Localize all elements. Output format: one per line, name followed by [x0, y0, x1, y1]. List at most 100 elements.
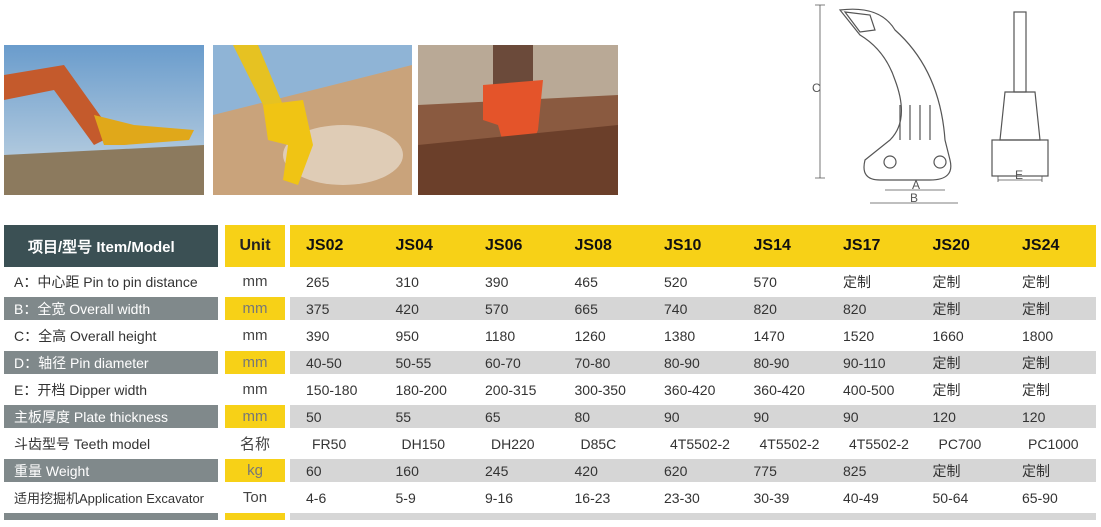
row-value: 定制 [932, 273, 961, 290]
row-value: 4-6 [306, 489, 327, 506]
row-value: 310 [395, 273, 419, 290]
row-value: 定制 [1022, 462, 1050, 479]
row-value: PC1000 [1028, 435, 1079, 452]
row-value: 1380 [664, 327, 696, 344]
row-value: 360-420 [753, 381, 805, 398]
row-value: 定制 [932, 300, 961, 317]
row-value: 定制 [932, 381, 961, 398]
row-value: 360-420 [664, 381, 716, 398]
row-unit: mm [242, 327, 268, 344]
row-value: 60-70 [485, 354, 521, 371]
row-value: 400-500 [843, 381, 895, 398]
bottom-strip [225, 513, 285, 520]
row-label: C：全高 Overall height [14, 327, 157, 344]
row-label: E：开档 Dipper width [14, 381, 148, 398]
row-value: 820 [843, 300, 867, 317]
row-value: 50 [306, 408, 322, 425]
row-value: 定制 [932, 354, 961, 371]
row-unit: Ton [242, 489, 268, 506]
row-value: 300-350 [574, 381, 626, 398]
row-value: 180-200 [395, 381, 447, 398]
photo-ripper-1 [4, 45, 204, 195]
row-label: A：中心距 Pin to pin distance [14, 273, 198, 290]
row-value: 570 [485, 300, 509, 317]
row-value: 80-90 [664, 354, 700, 371]
row-value: 50-55 [395, 354, 432, 371]
row-unit: kg [225, 459, 285, 482]
photo-ripper-2 [213, 45, 412, 195]
header-model: JS10 [664, 237, 702, 254]
row-value: 定制 [1022, 354, 1050, 371]
row-value: 570 [753, 273, 777, 290]
diagram-label: A [912, 178, 920, 192]
row-value: 定制 [932, 462, 961, 479]
row-value: FR50 [312, 435, 347, 452]
row-label: 斗齿型号 Teeth model [14, 435, 151, 452]
row-unit: 名称 [239, 436, 270, 453]
row-value: PC700 [938, 435, 982, 452]
header-model: JS08 [574, 237, 612, 254]
diagram-label: E [1015, 168, 1023, 182]
header-model: JS14 [753, 237, 791, 254]
row-value: 定制 [843, 273, 871, 290]
row-value: 520 [664, 273, 688, 290]
row-value: 定制 [1022, 273, 1050, 290]
row-value: 160 [395, 462, 419, 479]
row-value: 50-64 [932, 489, 969, 506]
header-model: JS02 [306, 237, 344, 254]
row-value: 740 [664, 300, 688, 317]
row-value: 55 [395, 408, 412, 425]
row-value: 465 [574, 273, 598, 290]
row-unit: mm [242, 273, 268, 290]
header-band [290, 225, 1096, 267]
row-unit: mm [242, 381, 268, 398]
row-band [290, 297, 1096, 320]
row-value: 30-39 [753, 489, 790, 506]
row-value: 1660 [932, 327, 964, 344]
row-value: 40-50 [306, 354, 342, 371]
row-value: 820 [753, 300, 777, 317]
header-model: JS04 [395, 237, 433, 254]
row-value: 265 [306, 273, 330, 290]
header-model: JS17 [843, 237, 881, 254]
row-label: 主板厚度 Plate thickness [4, 405, 218, 428]
row-value: 4T5502-2 [759, 435, 820, 452]
row-value: DH220 [491, 435, 535, 452]
bottom-strip [290, 513, 1096, 520]
row-label: 适用挖掘机Application Excavator [14, 491, 205, 506]
header-item: 项目/型号 Item/Model [4, 225, 218, 267]
row-label: B：全宽 Overall width [4, 297, 218, 320]
diagram-label: C [812, 81, 821, 95]
header-model: JS24 [1022, 237, 1060, 254]
row-value: 90 [843, 408, 859, 425]
row-value: 420 [574, 462, 598, 479]
bottom-strip [4, 513, 218, 520]
diagram-label: B [910, 191, 918, 205]
row-value: 390 [306, 327, 330, 344]
row-value: 1260 [574, 327, 606, 344]
row-value: 定制 [1022, 381, 1050, 398]
row-value: 120 [932, 408, 956, 425]
row-value: 60 [306, 462, 322, 479]
row-value: 150-180 [306, 381, 358, 398]
row-value: 5-9 [395, 489, 416, 506]
row-value: 80-90 [753, 354, 790, 371]
row-value: DH150 [401, 435, 446, 452]
row-value: 90-110 [843, 354, 886, 371]
row-value: 65 [485, 408, 501, 425]
row-value: 定制 [1022, 300, 1050, 317]
row-band [290, 459, 1096, 482]
row-unit: mm [225, 351, 285, 374]
row-value: D85C [580, 435, 617, 452]
row-value: 665 [574, 300, 598, 317]
row-value: 375 [306, 300, 330, 317]
row-value: 420 [395, 300, 419, 317]
ripper-diagram: C A B E [812, 4, 1049, 205]
row-value: 4T5502-2 [849, 435, 909, 452]
row-band [290, 405, 1096, 428]
header-unit: Unit [225, 225, 285, 267]
row-band [290, 351, 1096, 374]
row-value: 950 [395, 327, 419, 344]
row-value: 775 [753, 462, 777, 479]
